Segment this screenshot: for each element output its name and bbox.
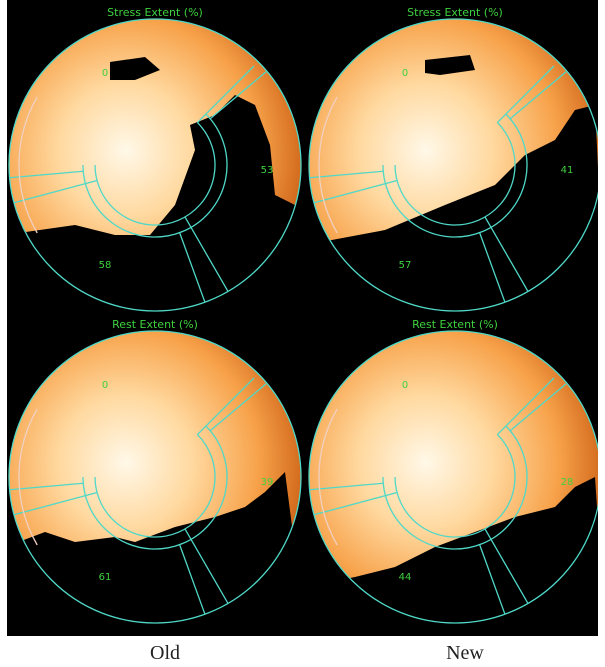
caption: New xyxy=(415,642,515,665)
map-body xyxy=(305,331,598,627)
segment-value: 41 xyxy=(561,165,574,176)
segment-value: 61 xyxy=(99,572,112,583)
segment-value: 28 xyxy=(561,477,574,488)
page: {"panels": [ {"title": "Stress Extent (%… xyxy=(0,0,605,667)
segment-value: 0 xyxy=(402,380,408,391)
figure: Stress Extent (%) 0 53 58 Stress Extent (%) 0… xyxy=(7,0,598,636)
panel-title: Stress Extent (%) xyxy=(107,6,203,19)
segment-value: 58 xyxy=(99,260,112,271)
panel-title: Stress Extent (%) xyxy=(407,6,503,19)
caption: Old xyxy=(115,642,215,665)
segment-value: 53 xyxy=(261,165,274,176)
map-body xyxy=(305,19,598,315)
polar-map xyxy=(305,19,598,315)
segment-value: 44 xyxy=(399,572,412,583)
segment-value: 0 xyxy=(102,68,108,79)
panel-title: Rest Extent (%) xyxy=(412,318,498,331)
polar-maps: Stress Extent (%) 0 53 58 Stress Extent (%) 0… xyxy=(7,0,598,636)
polar-map xyxy=(305,331,598,627)
segment-value: 39 xyxy=(261,477,274,488)
segment-value: 57 xyxy=(399,260,412,271)
panel-title: Rest Extent (%) xyxy=(112,318,198,331)
segment-value: 0 xyxy=(102,380,108,391)
segment-value: 0 xyxy=(402,68,408,79)
